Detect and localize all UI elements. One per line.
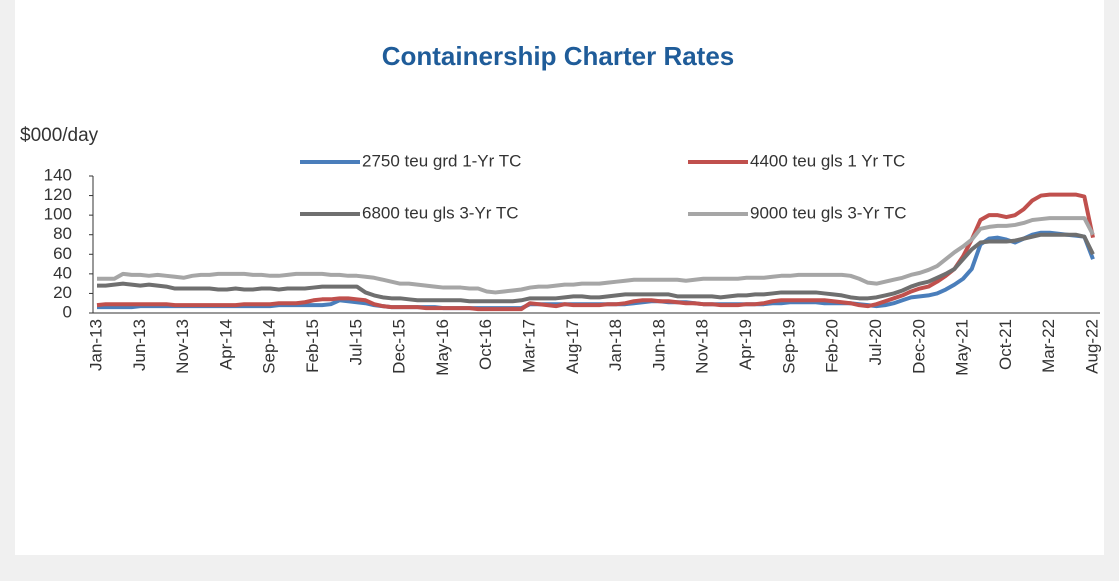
- y-tick-label: 60: [53, 244, 72, 263]
- x-tick-label: Jan-13: [86, 319, 105, 371]
- chart-title: Containership Charter Rates: [382, 41, 735, 71]
- x-tick-label: Aug-22: [1082, 319, 1101, 374]
- x-tick-label: May-21: [953, 319, 972, 376]
- x-tick-label: Apr-14: [216, 319, 235, 370]
- x-tick-label: Jan-18: [606, 319, 625, 371]
- y-tick-label: 40: [53, 263, 72, 282]
- x-tick-label: Jun-13: [130, 319, 149, 371]
- y-tick-label: 20: [53, 283, 72, 302]
- x-tick-label: Jun-18: [649, 319, 668, 371]
- y-axis-label: $000/day: [20, 125, 99, 146]
- y-tick-label: 100: [44, 205, 72, 224]
- x-tick-label: Dec-20: [909, 319, 928, 374]
- series-line: [97, 216, 1095, 295]
- x-tick-label: Aug-17: [563, 319, 582, 374]
- x-tick-label: Mar-17: [520, 319, 539, 373]
- legend-label: 9000 teu gls 3-Yr TC: [750, 203, 907, 222]
- x-tick-label: Mar-22: [1039, 319, 1058, 373]
- series-line: [97, 232, 1095, 304]
- y-tick-label: 80: [53, 224, 72, 243]
- x-tick-label: Nov-13: [173, 319, 192, 374]
- legend-label: 2750 teu grd 1-Yr TC: [362, 151, 521, 170]
- x-tick-label: Jul-15: [346, 319, 365, 365]
- x-tick-label: Nov-18: [693, 319, 712, 374]
- y-tick-label: 120: [44, 185, 72, 204]
- x-tick-label: Apr-19: [736, 319, 755, 370]
- legend-label: 4400 teu gls 1 Yr TC: [750, 151, 905, 170]
- x-tick-label: Feb-15: [303, 319, 322, 373]
- y-tick-label: 0: [63, 302, 72, 321]
- x-tick-label: May-16: [433, 319, 452, 376]
- x-tick-label: Feb-20: [823, 319, 842, 373]
- x-tick-label: Sep-14: [260, 319, 279, 374]
- y-tick-label: 140: [44, 165, 72, 184]
- card: [15, 0, 1104, 555]
- x-tick-label: Sep-19: [779, 319, 798, 374]
- x-tick-label: Oct-16: [476, 319, 495, 370]
- legend-label: 6800 teu gls 3-Yr TC: [362, 203, 519, 222]
- x-tick-label: Oct-21: [996, 319, 1015, 370]
- x-tick-label: Dec-15: [390, 319, 409, 374]
- x-tick-label: Jul-20: [866, 319, 885, 365]
- series-line: [96, 192, 1095, 312]
